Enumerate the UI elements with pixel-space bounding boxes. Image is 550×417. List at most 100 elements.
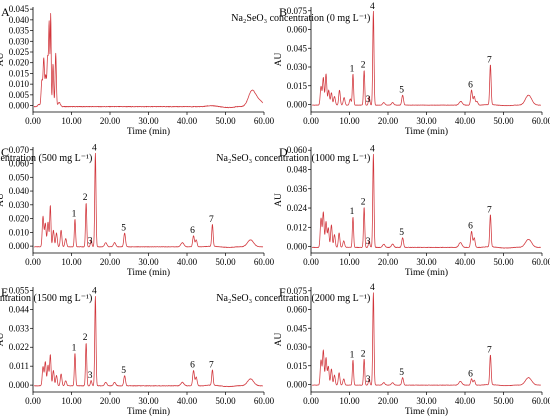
peak-label-4: 4 [370,2,375,12]
x-axis-title: Time (min) [127,126,170,137]
chromatogram-trace [33,13,263,109]
y-axis-title: AU [274,53,284,67]
x-tick-label: 10.00 [339,116,360,126]
y-tick-label: 0.075 [287,6,308,16]
peak-label-7: 7 [487,346,492,356]
peak-label-2: 2 [361,61,366,71]
y-tick-label: 0.075 [287,286,308,296]
y-tick-label: 0.030 [287,342,308,352]
panel-letter: B [279,5,287,19]
x-tick-label: 10.00 [339,257,360,267]
peak-label-4: 4 [92,287,97,297]
x-tick-label: 10.00 [61,257,82,267]
x-tick-label: 60.00 [254,396,275,406]
x-tick-label: 20.00 [378,396,399,406]
peak-label-2: 2 [361,349,366,359]
peak-label-1: 1 [72,210,77,220]
y-tick-label: 0.035 [9,26,30,36]
x-tick-label: 30.00 [416,116,437,126]
peak-label-7: 7 [487,205,492,215]
y-tick-label: 0.020 [9,214,30,224]
y-tick-label: 0.030 [287,62,308,72]
condition-caption: Na₂SeO₃ concentration (2000 mg L⁻¹) [216,293,370,304]
peak-label-5: 5 [399,368,404,378]
y-tick-label: 0.044 [9,304,30,314]
x-tick-label: 30.00 [416,257,437,267]
y-tick-label: 0.033 [9,323,30,333]
y-tick-label: 0.000 [287,380,308,390]
y-tick-label: 0.045 [287,43,308,53]
peak-label-3: 3 [366,95,371,105]
peak-label-7: 7 [209,361,214,371]
panel-letter: D [279,145,288,159]
y-tick-label: 0.040 [9,186,30,196]
y-tick-label: 0.024 [287,203,308,213]
panel-letter: C [1,145,9,159]
y-tick-label: 0.030 [9,200,30,210]
x-tick-label: 50.00 [215,116,236,126]
chromatogram-trace [311,10,541,107]
y-tick-label: 0.000 [9,380,30,390]
x-tick-label: 30.00 [138,396,159,406]
x-tick-label: 10.00 [61,396,82,406]
y-tick-label: 0.030 [9,36,30,46]
x-tick-label: 20.00 [378,257,399,267]
x-tick-label: 0.00 [303,396,319,406]
panel-letter: A [1,5,10,19]
x-tick-label: 60.00 [254,257,275,267]
x-tick-label: 50.00 [493,396,514,406]
peak-label-1: 1 [350,64,355,74]
peak-label-1: 1 [72,343,77,353]
x-tick-label: 60.00 [532,396,550,406]
panel-letter: F [279,285,286,299]
peak-label-4: 4 [370,283,375,293]
x-tick-label: 40.00 [455,257,476,267]
x-tick-label: 50.00 [493,116,514,126]
peak-label-7: 7 [209,215,214,225]
x-tick-label: 30.00 [138,116,159,126]
peak-label-4: 4 [370,144,375,154]
peak-label-3: 3 [88,371,93,381]
peak-label-3: 3 [366,237,371,247]
y-axis-title: AU [274,193,284,207]
panel-c: 0.000 0.010 0.020 0.030 0.040 0.050 0.060 0.070… [0,144,275,278]
peak-label-2: 2 [83,333,88,343]
condition-caption: Na₂SeO₃ concentration (1000 mg L⁻¹) [216,153,370,164]
peak-label-5: 5 [399,86,404,96]
panel-a: 0.0000.0050.0100.0150.0200.0250.0300.035… [0,4,275,137]
x-tick-label: 50.00 [493,257,514,267]
x-tick-label: 0.00 [303,257,319,267]
y-axis-title: AU [274,333,284,347]
peak-label-6: 6 [468,81,473,91]
x-tick-label: 50.00 [215,396,236,406]
y-tick-label: 0.011 [9,361,29,371]
y-tick-label: 0.020 [9,58,30,68]
x-axis-title: Time (min) [405,126,448,137]
y-tick-label: 0.060 [9,159,30,169]
chromatogram-trace [312,292,541,387]
chromatogram-trace [312,153,542,249]
x-tick-label: 60.00 [532,116,550,126]
x-axis-title: Time (min) [405,406,448,417]
x-axis-title: Time (min) [127,267,170,278]
y-tick-label: 0.055 [9,285,30,295]
peak-label-6: 6 [190,361,195,371]
y-tick-label: 0.012 [287,222,307,232]
x-tick-label: 10.00 [61,116,82,126]
x-tick-label: 60.00 [532,257,550,267]
y-tick-label: 0.060 [287,305,308,315]
y-tick-label: 0.045 [287,323,308,333]
x-tick-label: 50.00 [215,257,236,267]
y-tick-label: 0.060 [287,25,308,35]
x-tick-label: 40.00 [455,396,476,406]
peak-label-4: 4 [92,144,97,154]
x-tick-label: 40.00 [177,257,198,267]
x-axis-title: Time (min) [127,406,170,417]
panel-letter: E [1,285,8,299]
peak-label-3: 3 [366,375,371,385]
peak-label-1: 1 [350,351,355,361]
peak-label-6: 6 [468,222,473,232]
peak-label-2: 2 [361,197,366,207]
